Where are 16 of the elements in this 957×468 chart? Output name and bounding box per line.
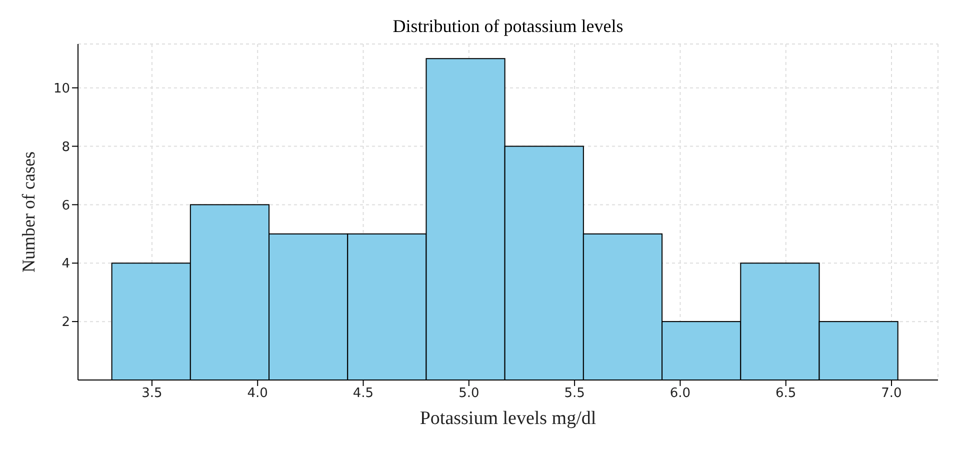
x-tick-label: 5.5 <box>564 386 585 402</box>
y-tick-label: 6 <box>62 198 70 214</box>
x-tick-label: 4.0 <box>247 386 268 402</box>
y-axis-title: Number of cases <box>18 152 38 272</box>
y-tick-label: 10 <box>53 81 70 96</box>
y-tick-label: 4 <box>62 256 70 272</box>
x-tick-label: 7.0 <box>881 386 902 402</box>
x-tick-label: 4.5 <box>352 386 374 402</box>
y-tick-label: 8 <box>62 140 70 155</box>
x-tick-label: 3.5 <box>142 386 162 402</box>
x-axis-title: Potassium levels mg/dl <box>420 408 596 429</box>
x-tick-label: 6.5 <box>776 386 796 402</box>
chart-title: Distribution of potassium levels <box>392 16 624 37</box>
x-tick-label: 5.0 <box>458 386 480 402</box>
x-tick-label: 6.0 <box>670 386 691 402</box>
y-tick-label: 2 <box>62 315 70 330</box>
